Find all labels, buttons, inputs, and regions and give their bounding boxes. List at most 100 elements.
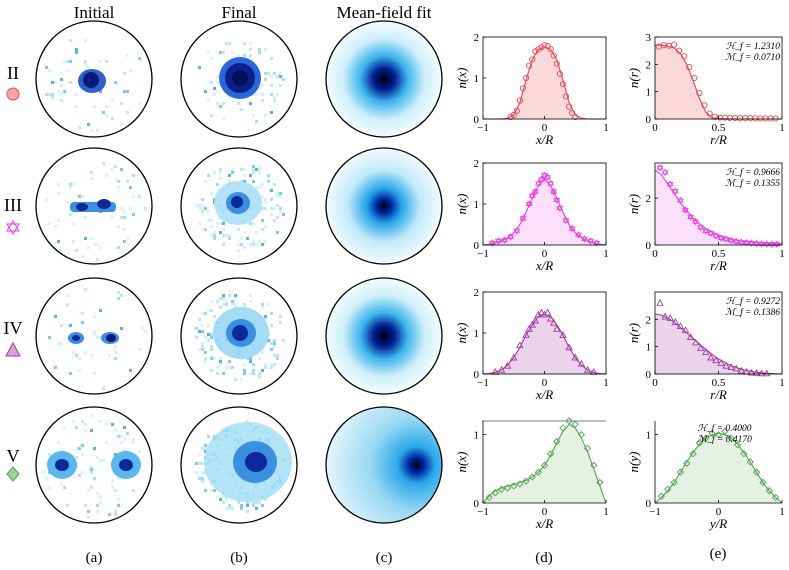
heatmap-cell xyxy=(90,471,93,474)
heatmap-cell xyxy=(120,294,123,297)
heatmap-cell xyxy=(210,348,213,351)
heatmap-cell xyxy=(219,105,222,108)
heatmap-cell xyxy=(264,114,267,117)
heatmap-cell xyxy=(99,501,102,504)
heatmap-cell xyxy=(195,327,198,330)
heatmap-cell xyxy=(237,249,240,252)
heatmap-cell xyxy=(105,174,108,177)
heatmap-cell xyxy=(252,501,255,504)
x-tick-label: −1 xyxy=(477,506,489,518)
data-point xyxy=(537,308,546,316)
heatmap-cell xyxy=(87,510,90,513)
data-point xyxy=(577,431,586,439)
data-point xyxy=(683,459,691,468)
x-tick-label: 0 xyxy=(652,377,658,389)
y-tick-label: 0 xyxy=(474,369,480,381)
heatmap-cell xyxy=(282,213,285,216)
heatmap-cell xyxy=(219,363,222,366)
heatmap-cell xyxy=(99,90,102,93)
stat-annotation: ℋ_f = 0.9272 xyxy=(726,296,780,307)
heatmap-cell xyxy=(231,366,234,369)
heatmap-cell xyxy=(195,336,198,339)
data-point xyxy=(510,482,518,490)
heatmap-cell xyxy=(279,75,282,78)
y-tick-label: 0 xyxy=(474,114,480,126)
row-label-text: IV xyxy=(4,318,23,338)
heatmap-cell xyxy=(264,198,267,201)
heatmap-cell xyxy=(282,78,285,81)
data-point xyxy=(708,429,716,437)
heatmap-cell xyxy=(204,180,207,183)
heatmap-cell xyxy=(96,243,99,246)
heatmap-cell xyxy=(258,168,261,171)
data-point xyxy=(689,450,697,458)
data-point xyxy=(722,361,730,369)
heatmap-cell xyxy=(258,171,261,174)
heatmap-cell xyxy=(69,81,72,84)
heatmap-cell xyxy=(69,183,72,186)
data-point xyxy=(547,450,555,458)
heatmap-cell xyxy=(261,93,264,96)
y-tick-label: 0 xyxy=(474,240,480,252)
data-point xyxy=(737,238,745,246)
data-point xyxy=(516,341,524,349)
heatmap-cell xyxy=(219,357,222,360)
heatmap-cell xyxy=(267,177,270,180)
heatmap-cell xyxy=(102,387,105,390)
heatmap-cell xyxy=(96,510,99,513)
heatmap-cell xyxy=(276,195,279,198)
data-point xyxy=(742,115,749,122)
heatmap-cell xyxy=(63,486,66,489)
heatmap-cell xyxy=(138,57,141,60)
heatmap-cell xyxy=(84,237,87,240)
heatmap-cell xyxy=(204,471,207,474)
heatmap-cell xyxy=(222,222,225,225)
heatmap-cell xyxy=(210,192,213,195)
data-point xyxy=(571,353,580,361)
heatmap-cell xyxy=(258,501,261,504)
stat-annotation: ℋ_f = 0.4000 xyxy=(697,423,751,434)
data-point xyxy=(559,424,567,432)
data-point xyxy=(556,204,564,212)
heatmap-cell xyxy=(261,303,264,306)
heatmap-cell xyxy=(249,360,252,363)
heatmap-cell xyxy=(120,102,123,105)
data-point xyxy=(726,114,733,121)
heatmap-final-ii xyxy=(180,20,298,138)
heatmap-cell xyxy=(279,84,282,87)
heatmap-cell xyxy=(132,441,135,444)
heatmap-cell xyxy=(258,240,261,243)
heatmap-cell xyxy=(243,168,246,171)
x-tick-label: 0.5 xyxy=(712,122,726,134)
heatmap-cell xyxy=(87,66,90,69)
heatmap-cell xyxy=(222,117,225,120)
data-point xyxy=(525,200,533,208)
data-point xyxy=(765,487,773,495)
data-point xyxy=(494,237,502,245)
heatmap-cell xyxy=(48,93,51,96)
x-tick-label: −1 xyxy=(477,377,489,389)
heatmap-cell xyxy=(117,225,120,228)
heatmap-cell xyxy=(66,294,69,297)
heatmap-cell xyxy=(126,111,129,114)
x-axis-label: x/R xyxy=(535,387,553,402)
header-meanfield: Mean-field fit xyxy=(337,3,432,22)
heatmap-cell xyxy=(114,429,117,432)
heatmap-cell xyxy=(261,306,264,309)
heatmap-final-v xyxy=(180,406,298,524)
y-tick-label: 1 xyxy=(474,328,480,340)
heatmap-cell xyxy=(45,66,48,69)
heatmap-cell xyxy=(120,123,123,126)
data-point xyxy=(547,46,554,53)
y-tick-label: 2 xyxy=(474,287,480,299)
heatmap-cell xyxy=(201,198,204,201)
data-point xyxy=(526,62,533,69)
data-point xyxy=(523,74,530,82)
heatmap-cell xyxy=(255,120,258,123)
heatmap-cell xyxy=(132,195,135,198)
heatmap-cell xyxy=(270,213,273,216)
data-point xyxy=(752,468,761,476)
heatmap-cell xyxy=(270,366,273,369)
heatmap-cell xyxy=(234,306,237,309)
